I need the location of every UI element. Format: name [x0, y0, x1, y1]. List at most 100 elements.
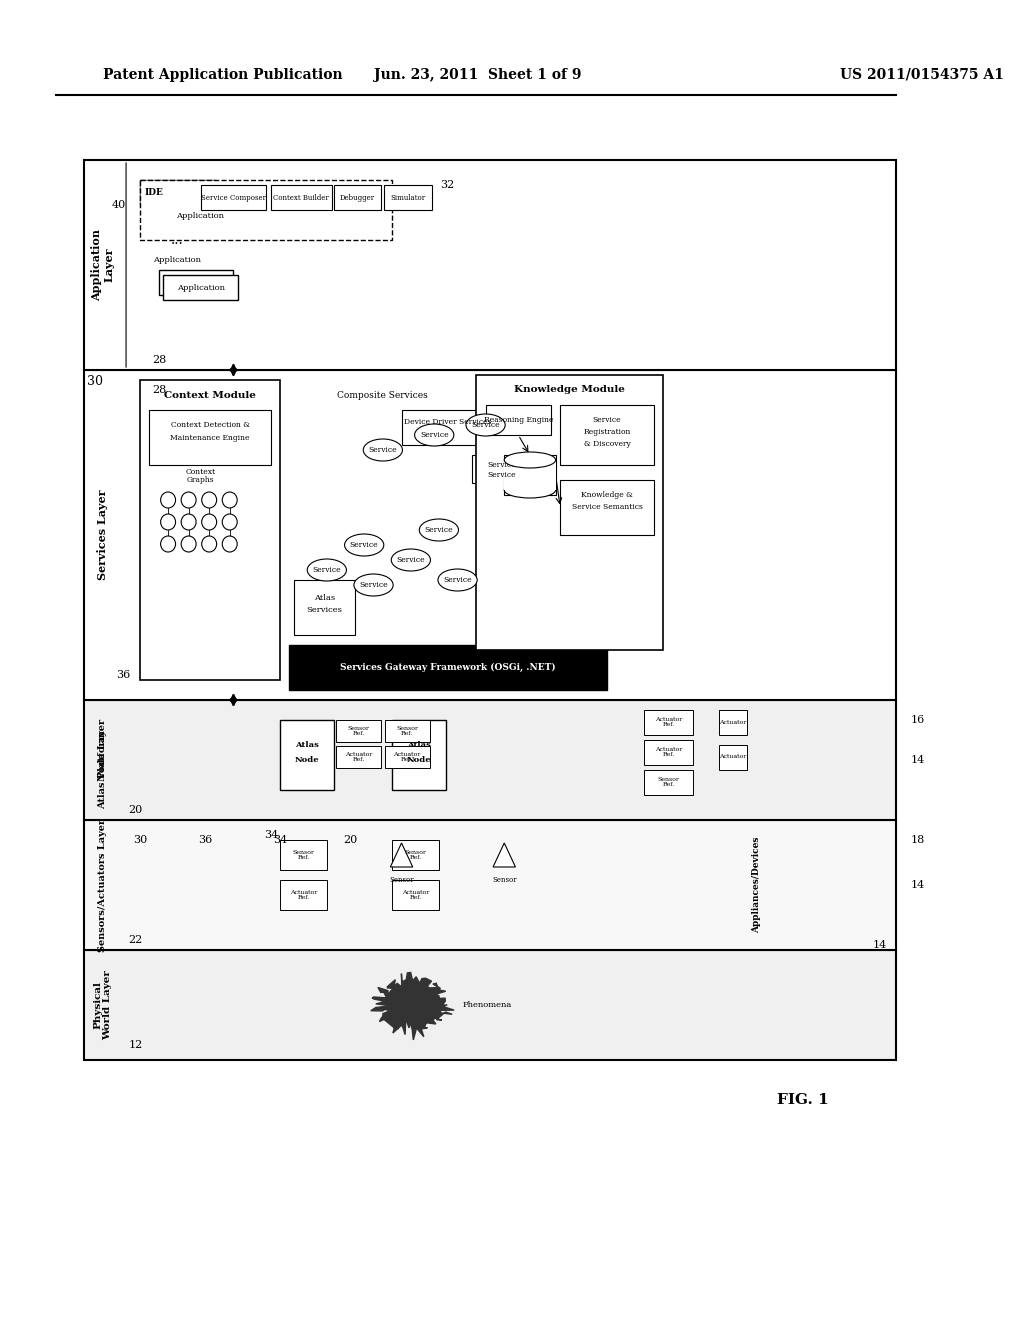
Text: Node: Node	[407, 756, 431, 764]
Text: Application: Application	[176, 213, 224, 220]
Text: Actuator
Ref.: Actuator Ref.	[290, 890, 317, 900]
Text: Context Detection &: Context Detection &	[171, 421, 250, 429]
Text: Service: Service	[443, 576, 472, 583]
Text: Application
Layer: Application Layer	[91, 228, 115, 301]
Text: Sensor
Ref.: Sensor Ref.	[396, 726, 418, 737]
Ellipse shape	[415, 424, 454, 446]
Bar	[84, 160, 896, 370]
Text: 14: 14	[872, 940, 887, 950]
Bar	[84, 370, 896, 700]
Circle shape	[222, 513, 238, 531]
Polygon shape	[371, 973, 454, 1040]
Text: Atlas: Atlas	[408, 741, 431, 748]
Bar	[385, 719, 429, 742]
Text: Services Layer: Services Layer	[97, 490, 109, 581]
Text: Debugger: Debugger	[340, 194, 375, 202]
Text: Actuator
Ref.: Actuator Ref.	[402, 890, 429, 900]
Bar	[504, 455, 556, 495]
Text: Patent Application Publication: Patent Application Publication	[102, 69, 342, 82]
Text: Knowledge Module: Knowledge Module	[514, 385, 625, 395]
Text: Node: Node	[295, 756, 319, 764]
Ellipse shape	[466, 414, 505, 436]
Bar	[164, 275, 239, 300]
Bar	[290, 645, 607, 690]
Text: 16: 16	[910, 715, 925, 725]
Circle shape	[161, 536, 175, 552]
Text: Context: Context	[185, 469, 216, 477]
Text: Simulator: Simulator	[390, 194, 426, 202]
Circle shape	[202, 513, 217, 531]
Text: 30: 30	[87, 375, 102, 388]
Bar	[384, 185, 432, 210]
Text: & Discovery: & Discovery	[584, 440, 631, 447]
Text: Service: Service	[593, 416, 622, 424]
Text: Context Module: Context Module	[164, 391, 256, 400]
Text: Sensors/Actuators Layer: Sensors/Actuators Layer	[98, 818, 108, 952]
Ellipse shape	[307, 558, 346, 581]
Text: 14: 14	[910, 880, 925, 890]
Bar	[159, 271, 233, 294]
Ellipse shape	[438, 569, 477, 591]
Ellipse shape	[419, 519, 459, 541]
Circle shape	[161, 513, 175, 531]
Text: Service: Service	[369, 446, 397, 454]
Text: FIG. 1: FIG. 1	[777, 1093, 829, 1107]
Ellipse shape	[345, 535, 384, 556]
Ellipse shape	[354, 574, 393, 597]
Bar	[504, 459, 556, 490]
Text: Application: Application	[177, 284, 225, 292]
Bar	[201, 185, 266, 210]
Ellipse shape	[504, 451, 556, 469]
Text: Service Composer: Service Composer	[201, 194, 266, 202]
Bar	[560, 405, 653, 465]
Bar	[140, 380, 281, 680]
Circle shape	[222, 536, 238, 552]
Bar	[334, 185, 381, 210]
Text: 34: 34	[273, 836, 288, 845]
Text: Atlas Platform: Atlas Platform	[98, 730, 108, 809]
Text: Actuator: Actuator	[720, 755, 746, 759]
Bar	[84, 950, 896, 1060]
Text: Device Driver Services: Device Driver Services	[404, 418, 492, 426]
Text: 18: 18	[910, 836, 925, 845]
Bar	[719, 744, 748, 770]
Bar	[644, 741, 693, 766]
Text: 22: 22	[128, 935, 142, 945]
Circle shape	[222, 492, 238, 508]
Ellipse shape	[391, 549, 430, 572]
Text: Actuator
Ref.: Actuator Ref.	[393, 751, 421, 763]
Text: Actuator
Ref.: Actuator Ref.	[655, 747, 682, 758]
Circle shape	[181, 513, 197, 531]
Bar	[392, 880, 439, 909]
Text: Physical
World Layer: Physical World Layer	[93, 970, 113, 1040]
Bar	[560, 480, 653, 535]
Text: Services Gateway Framework (OSGi, .NET): Services Gateway Framework (OSGi, .NET)	[340, 663, 556, 672]
Text: Actuator
Ref.: Actuator Ref.	[655, 717, 682, 727]
Bar	[392, 840, 439, 870]
Bar	[644, 710, 693, 735]
Text: Service: Service	[471, 421, 500, 429]
Text: Service: Service	[396, 556, 425, 564]
Text: 28: 28	[152, 355, 166, 366]
Text: 36: 36	[117, 671, 131, 680]
Text: Application: Application	[154, 256, 202, 264]
Text: 20: 20	[343, 836, 357, 845]
Bar	[294, 579, 355, 635]
Text: Sensor: Sensor	[492, 876, 516, 884]
Circle shape	[181, 492, 197, 508]
Text: 34: 34	[264, 830, 278, 840]
Text: 28: 28	[152, 385, 166, 395]
Text: Service: Service	[420, 432, 449, 440]
Bar	[163, 205, 238, 228]
Text: Service Semantics: Service Semantics	[571, 503, 642, 511]
Bar	[476, 375, 663, 649]
Text: Actuator: Actuator	[720, 719, 746, 725]
Bar	[644, 770, 693, 795]
Ellipse shape	[364, 440, 402, 461]
Text: Reasoning Engine: Reasoning Engine	[483, 416, 553, 424]
Text: Sensor
Ref.: Sensor Ref.	[293, 850, 314, 861]
Text: Knowledge &: Knowledge &	[581, 491, 633, 499]
Bar	[385, 746, 429, 768]
Text: ...: ...	[171, 234, 183, 247]
Bar	[336, 746, 381, 768]
